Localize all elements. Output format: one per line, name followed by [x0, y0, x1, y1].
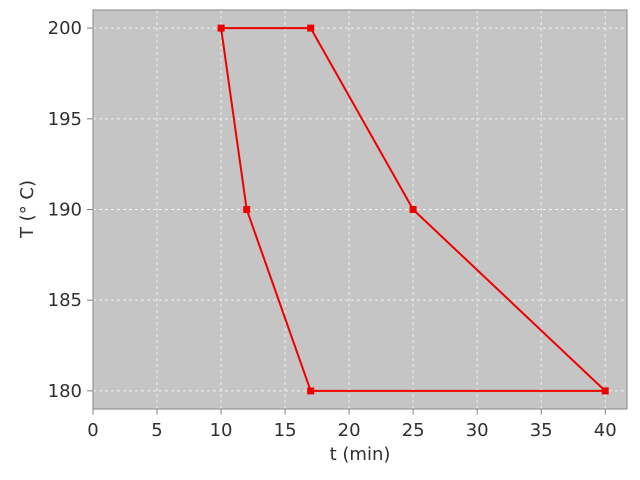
x-tick-label: 35	[530, 420, 553, 441]
y-tick-label: 200	[48, 18, 82, 39]
x-tick-label: 20	[338, 420, 361, 441]
x-tick-label: 40	[594, 420, 617, 441]
y-tick-label: 180	[48, 381, 82, 402]
y-axis-label: T (° C)	[17, 180, 38, 239]
data-series-layer	[217, 24, 609, 395]
y-tick-label: 190	[48, 200, 82, 221]
x-tick-label: 0	[87, 420, 98, 441]
data-point-marker	[307, 24, 315, 32]
data-point-marker	[307, 387, 315, 395]
data-point-marker	[409, 206, 417, 213]
x-axis-label: t (min)	[330, 444, 391, 465]
y-tick-label: 195	[48, 109, 82, 130]
data-point-marker	[601, 387, 609, 395]
x-tick-label: 30	[466, 420, 489, 441]
data-point-marker	[217, 24, 225, 32]
x-tick-label: 15	[274, 420, 297, 441]
tick-label-layer: 0 5 10 15 20 25 30 35 40 180 185 190 195 200	[48, 18, 617, 441]
x-tick-label: 10	[210, 420, 233, 441]
data-point-marker	[243, 206, 251, 213]
x-tick-label: 5	[151, 420, 162, 441]
y-tick-label: 185	[48, 290, 82, 311]
x-tick-label: 25	[402, 420, 425, 441]
axis-tick-layer	[87, 27, 606, 415]
